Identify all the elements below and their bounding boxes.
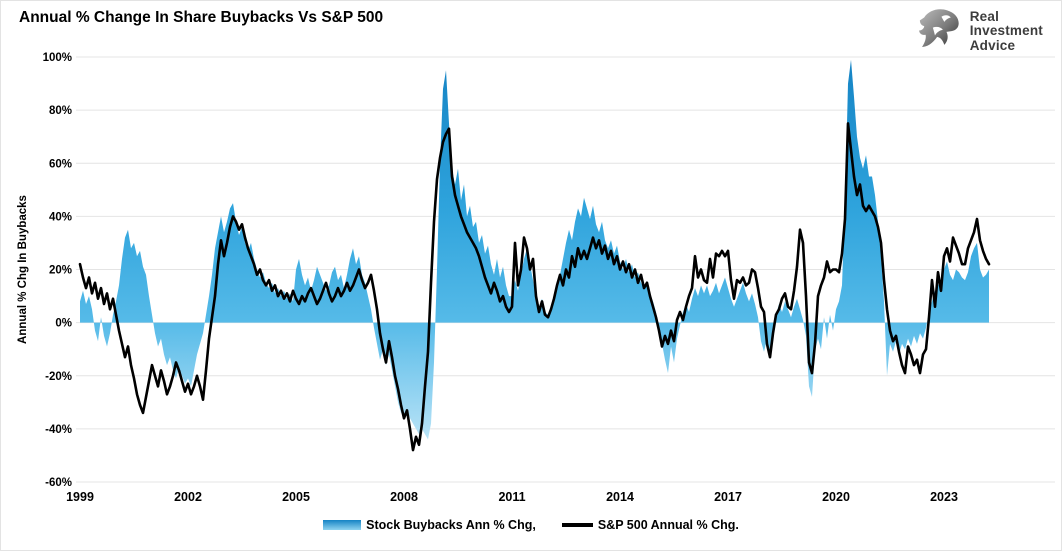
- x-tick-label: 2002: [174, 490, 202, 504]
- x-tick-label: 1999: [66, 490, 94, 504]
- legend-label-sp500: S&P 500 Annual % Chg.: [597, 518, 739, 532]
- legend-item-buybacks: Stock Buybacks Ann % Chg,: [323, 518, 536, 532]
- y-tick-label: -20%: [45, 371, 72, 383]
- buybacks-area-swatch-icon: [323, 520, 362, 530]
- y-tick-label: 0%: [55, 318, 72, 330]
- x-tick-label: 2017: [714, 490, 742, 504]
- x-tick-label: 2008: [390, 490, 418, 504]
- y-tick-label: -60%: [45, 477, 72, 489]
- x-tick-label: 2005: [282, 490, 310, 504]
- y-tick-label: 60%: [49, 158, 72, 170]
- brand-logo: Real Investment Advice: [917, 6, 1043, 57]
- x-tick-label: 2023: [930, 490, 958, 504]
- eagle-icon: [917, 6, 963, 57]
- y-tick-label: 100%: [43, 52, 72, 64]
- logo-text: Real Investment Advice: [969, 8, 1043, 54]
- y-axis-title: Annual % Chg In Buybacks: [17, 195, 29, 344]
- y-tick-label: 20%: [49, 265, 72, 277]
- legend-item-sp500: S&P 500 Annual % Chg.: [561, 518, 739, 532]
- x-tick-label: 2011: [498, 490, 525, 504]
- buybacks-area-series: [80, 59, 989, 440]
- y-tick-label: 40%: [49, 211, 72, 223]
- chart-title: Annual % Change In Share Buybacks Vs S&P…: [19, 9, 384, 26]
- x-tick-label: 2020: [822, 490, 850, 504]
- sp500-line-swatch-icon: [561, 523, 593, 527]
- logo-line-2: Investment: [969, 23, 1043, 39]
- chart-legend: Stock Buybacks Ann % Chg, S&P 500 Annual…: [1, 518, 1061, 532]
- legend-label-buybacks: Stock Buybacks Ann % Chg,: [366, 518, 536, 532]
- y-tick-label: 80%: [49, 105, 72, 117]
- y-tick-label: -40%: [45, 424, 72, 436]
- logo-line-3: Advice: [969, 37, 1016, 53]
- y-axis-labels: 100% 80% 60% 40% 20% 0% -20% -40% -60%: [43, 52, 72, 489]
- sp500-line-series: [78, 122, 991, 452]
- logo-line-1: Real: [969, 8, 1000, 24]
- x-axis-labels: 1999 2002 2005 2008 2011 2014 2017 2020 2023: [66, 490, 958, 504]
- x-tick-label: 2014: [606, 490, 634, 504]
